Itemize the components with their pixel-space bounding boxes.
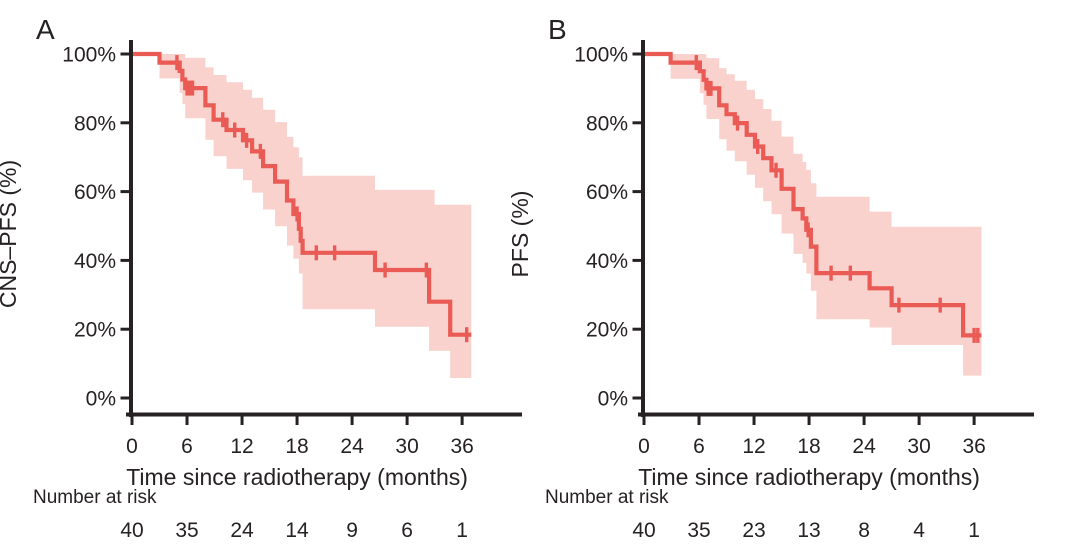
y-tick-label: 40% xyxy=(586,250,628,273)
x-tick-label: 36 xyxy=(450,435,473,458)
y-tick-label: 80% xyxy=(74,112,116,135)
y-axis-title: CNS–PFS (%) xyxy=(0,160,21,308)
y-tick-label: 100% xyxy=(62,44,116,67)
x-tick-label: 12 xyxy=(230,435,253,458)
y-tick-label: 20% xyxy=(586,319,628,342)
risk-count: 35 xyxy=(687,519,710,542)
chart-layer-b: 0% 20% 40% 60% 80% 100% 0 6 12 18 24 30 36 xyxy=(574,40,1034,458)
y-tick-label: 100% xyxy=(574,44,628,67)
risk-count: 13 xyxy=(797,519,820,542)
x-tick-label: 30 xyxy=(907,435,930,458)
risk-count: 23 xyxy=(742,519,765,542)
x-tick-label: 0 xyxy=(638,435,650,458)
km-plot-pfs: 0%20%40%60%80%100%0 6 12 18 24 30 36 B PFS (%)… xyxy=(507,14,1034,542)
y-tick-label: 60% xyxy=(74,181,116,204)
y-tick-label: 40% xyxy=(74,250,116,273)
km-curve xyxy=(644,51,982,338)
panel-b: 0% 20% 40% 60% 80% 100% 0 6 12 18 24 30 36 B PFS (%)… xyxy=(507,0,1080,551)
chart-layer-a: 0% 20% 40% 60% 80% 100% 0 6 12 18 24 30 36 xyxy=(62,40,522,458)
x-tick-label: 12 xyxy=(742,435,765,458)
y-tick-label: 0% xyxy=(86,388,116,411)
y-tick-label: 20% xyxy=(74,319,116,342)
confidence-band xyxy=(159,54,472,378)
km-curve xyxy=(132,51,472,337)
km-plot-cns-pfs: 0% 20% 40% 60% 80% 100% 0 6 12 18 24 30 36 A CNS–PFS… xyxy=(0,14,522,542)
x-tick-label: 18 xyxy=(797,435,820,458)
x-tick-label: 36 xyxy=(962,435,985,458)
y-tick-label: 60% xyxy=(586,181,628,204)
risk-count: 40 xyxy=(632,519,655,542)
risk-count: 14 xyxy=(285,519,309,542)
x-tick-label: 24 xyxy=(852,435,876,458)
x-axis-title: Time since radiotherapy (months) xyxy=(638,464,980,490)
risk-count: 6 xyxy=(401,519,413,542)
panel-label: B xyxy=(548,14,567,45)
x-axis-title: Time since radiotherapy (months) xyxy=(126,464,468,490)
risk-count: 35 xyxy=(175,519,198,542)
x-tick-label: 0 xyxy=(126,435,138,458)
number-at-risk-label: Number at risk xyxy=(33,487,157,508)
panel-a: 0% 20% 40% 60% 80% 100% 0 6 12 18 24 30 36 A CNS–PFS… xyxy=(0,14,522,542)
x-tick-label: 6 xyxy=(693,435,705,458)
risk-count: 1 xyxy=(456,519,468,542)
risk-count: 8 xyxy=(858,519,870,542)
x-tick-label: 24 xyxy=(340,435,364,458)
y-tick-label: 80% xyxy=(586,112,628,135)
x-tick-label: 30 xyxy=(395,435,418,458)
number-at-risk-label: Number at risk xyxy=(545,487,669,508)
risk-count: 9 xyxy=(346,519,358,542)
y-tick-label: 0% xyxy=(598,388,628,411)
y-axis-title: PFS (%) xyxy=(507,191,533,278)
risk-count: 4 xyxy=(913,519,925,542)
risk-count: 1 xyxy=(968,519,980,542)
risk-count: 40 xyxy=(120,519,143,542)
panel-label: A xyxy=(36,14,55,45)
x-tick-label: 18 xyxy=(285,435,308,458)
x-tick-label: 6 xyxy=(181,435,193,458)
risk-count: 24 xyxy=(230,519,254,542)
